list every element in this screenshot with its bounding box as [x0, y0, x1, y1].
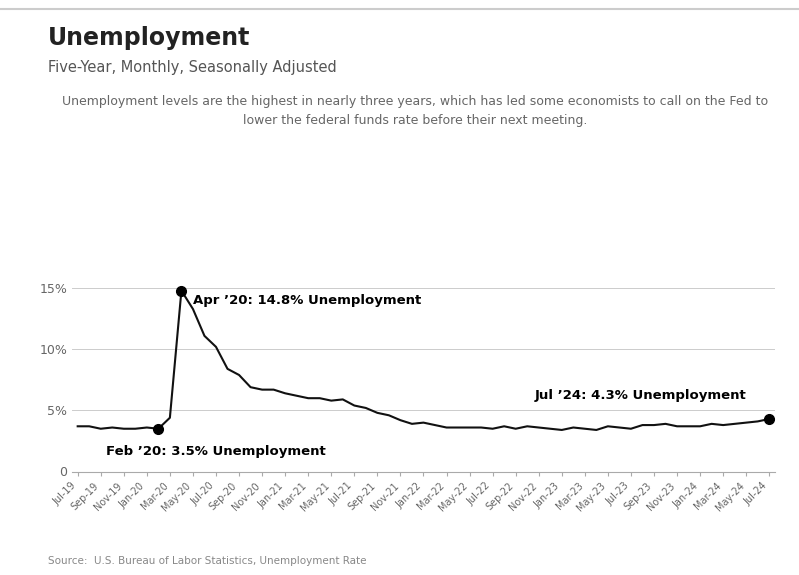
Text: Apr ’20: 14.8% Unemployment: Apr ’20: 14.8% Unemployment	[193, 294, 421, 307]
Text: Feb ’20: 3.5% Unemployment: Feb ’20: 3.5% Unemployment	[106, 444, 326, 458]
Text: Five-Year, Monthly, Seasonally Adjusted: Five-Year, Monthly, Seasonally Adjusted	[48, 60, 336, 75]
Text: Unemployment: Unemployment	[48, 26, 250, 50]
Text: Jul ’24: 4.3% Unemployment: Jul ’24: 4.3% Unemployment	[535, 389, 746, 402]
Text: Unemployment levels are the highest in nearly three years, which has led some ec: Unemployment levels are the highest in n…	[62, 95, 769, 127]
Text: Source:  U.S. Bureau of Labor Statistics, Unemployment Rate: Source: U.S. Bureau of Labor Statistics,…	[48, 557, 367, 566]
